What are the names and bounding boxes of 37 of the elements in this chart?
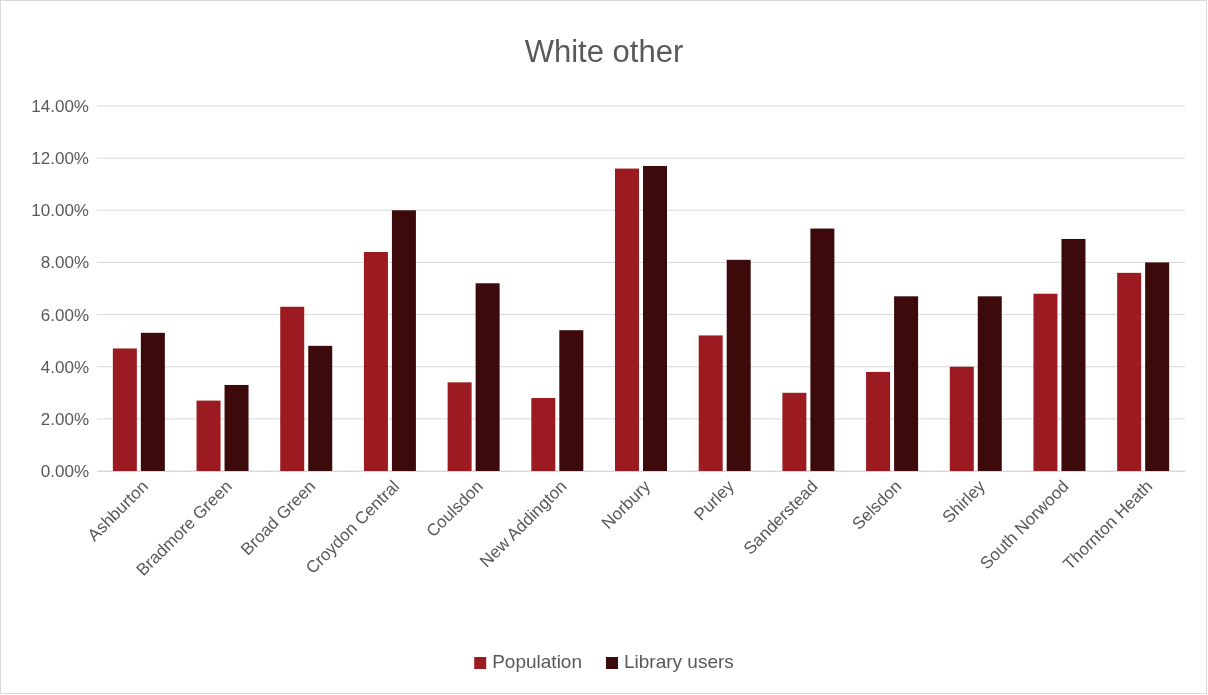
bar [1145, 262, 1170, 471]
bar [810, 228, 835, 471]
bar [977, 296, 1002, 471]
bar [112, 348, 137, 471]
y-tick-label: 10.00% [31, 201, 89, 221]
bar [949, 366, 974, 471]
y-tick-label: 6.00% [40, 305, 89, 325]
bar [643, 165, 667, 471]
bar [391, 210, 416, 471]
bar [531, 398, 556, 471]
bar [894, 296, 919, 471]
bar [1033, 293, 1058, 471]
bar [726, 259, 751, 471]
bar [196, 400, 221, 471]
bar [140, 332, 165, 471]
legend-label: Population [492, 651, 582, 672]
bar [224, 384, 249, 471]
bar [698, 335, 723, 471]
bar [782, 392, 807, 471]
y-tick-label: 4.00% [40, 357, 89, 377]
y-tick-label: 2.00% [40, 409, 89, 429]
y-tick-label: 8.00% [40, 253, 89, 273]
bar [1061, 238, 1086, 471]
bar [1117, 272, 1142, 471]
bar [447, 382, 472, 471]
bar [475, 283, 500, 471]
bar [559, 330, 584, 471]
legend-label: Library users [623, 651, 734, 672]
y-tick-label: 14.00% [31, 96, 89, 116]
bar [866, 371, 891, 471]
chart-title: White other [524, 34, 684, 69]
bar [615, 168, 639, 471]
bar [308, 345, 333, 471]
y-tick-label: 12.00% [31, 149, 89, 169]
bar [280, 306, 305, 471]
y-tick-label: 0.00% [40, 461, 89, 481]
bar [363, 252, 388, 471]
